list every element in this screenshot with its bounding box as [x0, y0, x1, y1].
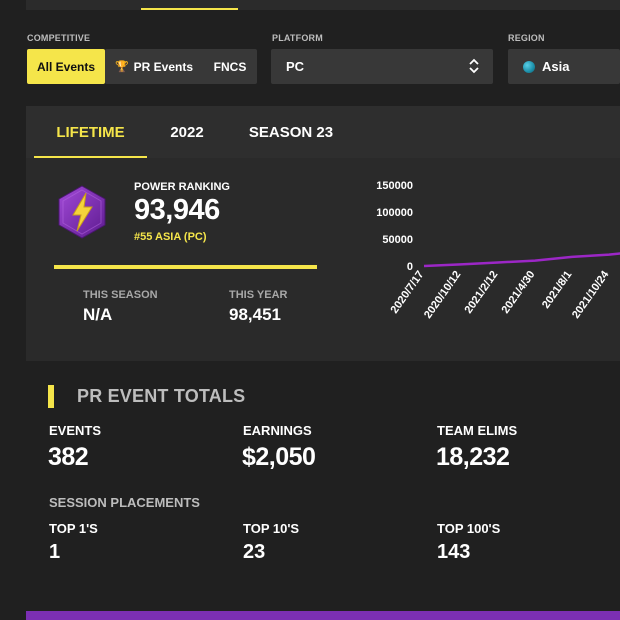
region-select[interactable]: Asia: [508, 49, 620, 84]
x-tick-label: 2021/8/1: [540, 269, 574, 311]
competitive-segment-background: [105, 49, 257, 84]
sort-arrows-icon: [469, 58, 479, 74]
y-tick-label: 150000: [376, 180, 413, 192]
power-ranking-progress-fill: [54, 265, 317, 269]
y-tick-label: 0: [407, 261, 413, 273]
earnings-value: $2,050: [242, 443, 316, 471]
lightning-hexagon-icon: [58, 185, 106, 239]
globe-icon: [523, 60, 535, 73]
active-tab-indicator: [34, 156, 147, 158]
section-accent-bar: [48, 385, 54, 408]
session-placements-label: SESSION PLACEMENTS: [49, 495, 200, 510]
this-season-label: THIS SEASON: [83, 289, 158, 301]
top-1s-label: TOP 1'S: [49, 521, 98, 536]
platform-select[interactable]: PC: [271, 49, 493, 84]
team-elims-label: TEAM ELIMS: [437, 423, 518, 438]
all-events-button[interactable]: All Events: [27, 49, 105, 84]
pr-event-totals-title: PR EVENT TOTALS: [77, 386, 246, 406]
tab-lifetime[interactable]: LIFETIME: [34, 106, 147, 158]
power-ranking-progress-bar: [54, 265, 317, 269]
x-tick-label: 2021/4/30: [500, 269, 538, 316]
this-year-label: THIS YEAR: [229, 289, 288, 301]
power-ranking-value: 93,946: [134, 194, 220, 226]
top-nav-active-indicator: [141, 8, 238, 10]
this-season-value: N/A: [83, 305, 113, 324]
series-line: [423, 252, 620, 268]
region-value: Asia: [542, 59, 570, 74]
platform-value: PC: [286, 59, 305, 74]
all-events-label: All Events: [36, 59, 96, 74]
events-label: EVENTS: [49, 423, 102, 438]
tab-season-23[interactable]: SEASON 23: [236, 106, 346, 158]
tab-lifetime-label: LIFETIME: [56, 123, 125, 141]
y-tick-label: 100000: [376, 207, 413, 219]
fncs-label: FNCS: [213, 59, 247, 74]
x-tick-label: 2020/7/17: [389, 269, 427, 316]
team-elims-value: 18,232: [436, 443, 510, 471]
tab-season-23-label: SEASON 23: [248, 123, 334, 141]
top-1s-value: 1: [49, 541, 61, 563]
pr-events-label: PR Events: [133, 59, 194, 74]
top-nav-strip: [26, 0, 620, 10]
period-tabs: LIFETIME 2022 SEASON 23: [26, 106, 620, 158]
top-100s-label: TOP 100'S: [437, 521, 501, 536]
events-value: 382: [48, 443, 89, 471]
fncs-button[interactable]: FNCS: [203, 49, 257, 84]
bottom-purple-banner: [26, 611, 620, 620]
power-ranking-label: POWER RANKING: [134, 181, 230, 193]
y-tick-label: 50000: [382, 234, 413, 246]
competitive-filter-label: COMPETITIVE: [27, 33, 91, 43]
top-10s-value: 23: [243, 541, 266, 563]
trophy-icon: 🏆: [114, 61, 129, 73]
region-filter-label: REGION: [508, 33, 545, 43]
earnings-label: EARNINGS: [243, 423, 312, 438]
power-ranking-rank: #55 ASIA (PC): [134, 231, 207, 243]
pr-events-button[interactable]: 🏆 PR Events: [105, 49, 203, 84]
platform-filter-label: PLATFORM: [272, 33, 323, 43]
x-tick-label: 2021/2/12: [463, 269, 501, 316]
tab-2022-label: 2022: [170, 123, 204, 141]
x-tick-label: 2020/10/12: [422, 269, 463, 321]
top-10s-label: TOP 10'S: [243, 521, 300, 536]
tab-2022[interactable]: 2022: [156, 106, 218, 158]
top-100s-value: 143: [437, 541, 471, 563]
this-year-value: 98,451: [229, 305, 281, 324]
x-tick-label: 2021/10/24: [570, 268, 612, 321]
